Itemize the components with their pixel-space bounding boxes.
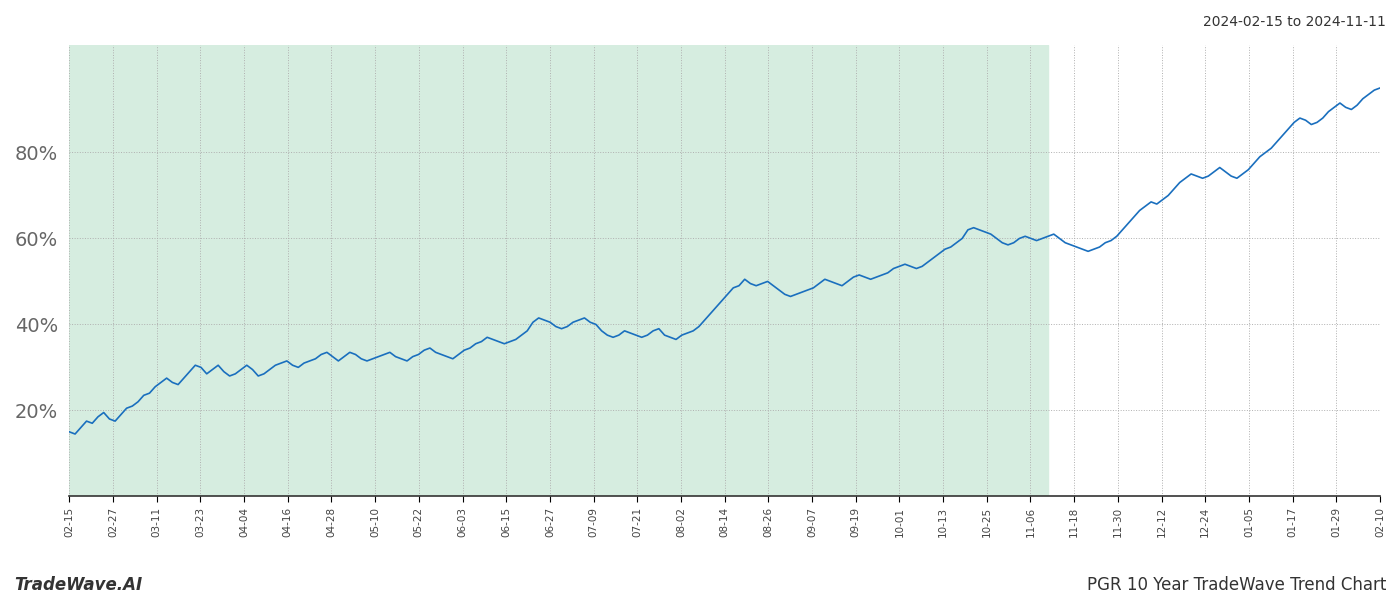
Text: PGR 10 Year TradeWave Trend Chart: PGR 10 Year TradeWave Trend Chart bbox=[1086, 576, 1386, 594]
Bar bbox=[70, 45, 1049, 496]
Text: 2024-02-15 to 2024-11-11: 2024-02-15 to 2024-11-11 bbox=[1203, 15, 1386, 29]
Text: TradeWave.AI: TradeWave.AI bbox=[14, 576, 143, 594]
